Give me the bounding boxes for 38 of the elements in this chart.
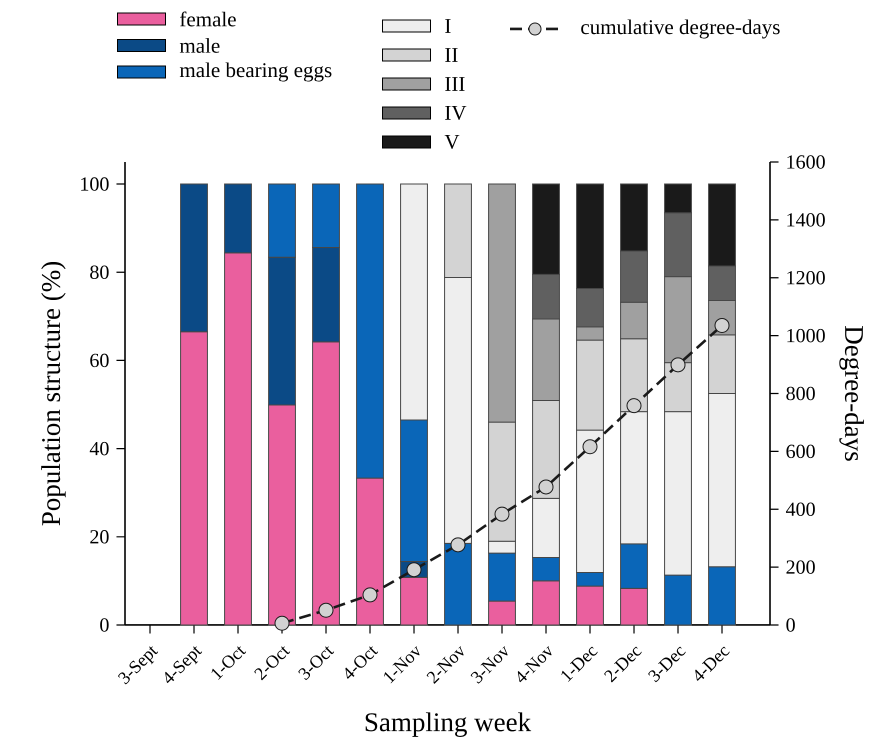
legend-label: II bbox=[445, 48, 458, 62]
y-tick-label: 80 bbox=[90, 265, 109, 279]
x-axis-title: Sampling week bbox=[366, 712, 532, 737]
point bbox=[714, 318, 730, 333]
y2-tick-label: 0 bbox=[786, 618, 795, 632]
point bbox=[318, 602, 334, 618]
y2-axis-title: Degree-days bbox=[839, 326, 864, 461]
legend-label: male bbox=[180, 38, 220, 53]
y2-tick-label: 1600 bbox=[787, 155, 825, 169]
legend-label: III bbox=[445, 77, 465, 91]
point bbox=[362, 587, 378, 602]
y2-tick-label: 1200 bbox=[787, 270, 825, 284]
legend-label: V bbox=[444, 134, 460, 150]
y-tick-label: 40 bbox=[90, 442, 109, 456]
y2-tick-label: 1000 bbox=[787, 328, 825, 342]
point bbox=[670, 357, 686, 372]
legend-label: cumulative degree-days bbox=[581, 19, 780, 39]
point bbox=[450, 537, 466, 552]
y-tick-label: 60 bbox=[90, 354, 109, 368]
point bbox=[494, 506, 510, 522]
point bbox=[274, 616, 290, 631]
y-axis-title: Population structure (%) bbox=[41, 262, 66, 526]
point bbox=[626, 398, 642, 414]
y2-tick-label: 600 bbox=[786, 444, 815, 458]
legend-label: male bearing eggs bbox=[180, 62, 332, 82]
point bbox=[406, 562, 422, 578]
y2-tick-label: 400 bbox=[786, 502, 815, 516]
legend-label: female bbox=[180, 12, 236, 26]
y2-tick-label: 200 bbox=[786, 560, 815, 574]
legend-label: IV bbox=[445, 106, 466, 120]
y-tick-label: 100 bbox=[81, 177, 109, 191]
legend-label: I bbox=[445, 19, 451, 33]
y2-tick-label: 1400 bbox=[787, 213, 825, 227]
point bbox=[582, 439, 598, 454]
y-tick-label: 0 bbox=[100, 618, 109, 632]
point bbox=[538, 479, 554, 494]
y2-tick-label: 800 bbox=[786, 386, 815, 400]
y-tick-label: 20 bbox=[90, 530, 109, 544]
